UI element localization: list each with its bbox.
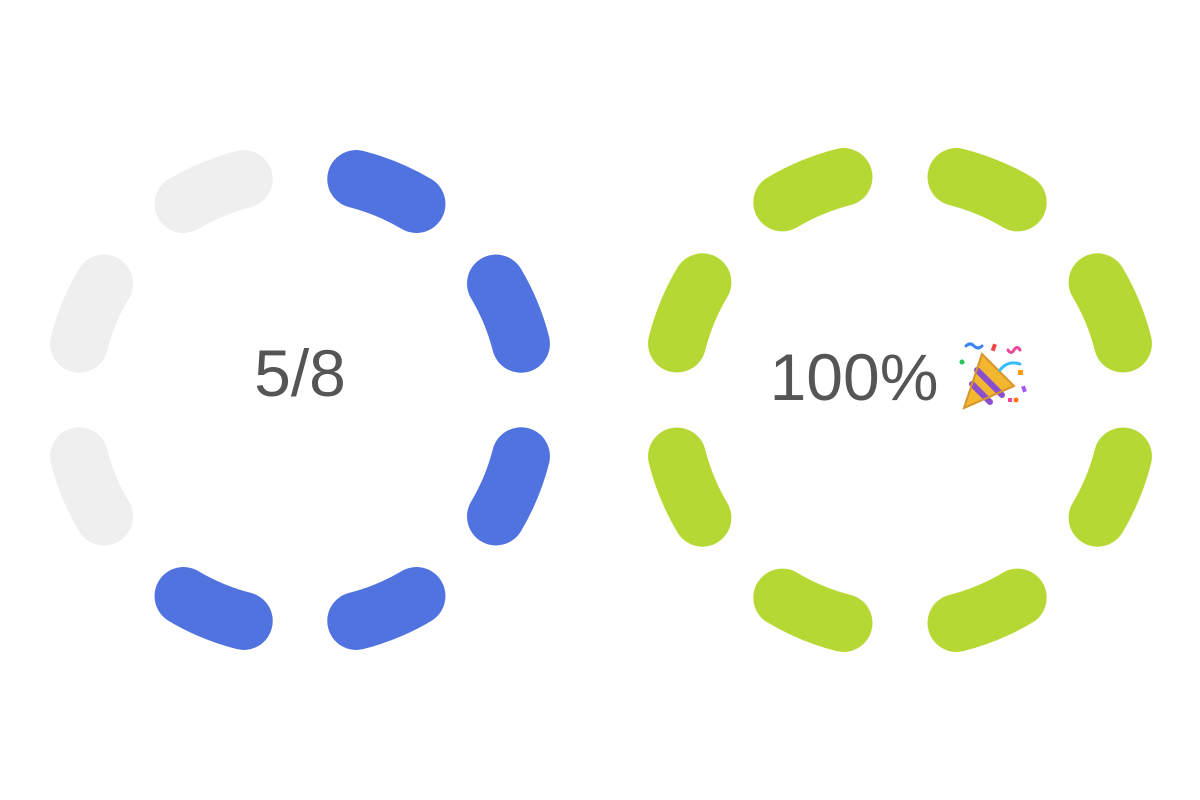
ring-complete-segment-6-filled [648,427,732,547]
ring-steps-segment-4-filled [327,567,446,650]
ring-complete-segment-4-filled [927,568,1047,652]
progress-ring-complete-label: 100% [769,340,939,414]
ring-complete-segment-3-filled [1068,427,1152,547]
ring-complete-segment-5-filled [753,568,873,652]
party-popper-icon [959,342,1028,410]
ring-complete-segment-7-filled [648,253,732,373]
ring-complete-segment-2-filled [1068,253,1152,373]
ring-steps-segment-5-filled [154,567,273,650]
ring-complete-segment-8-filled [753,148,873,232]
progress-ring-steps-label: 5/8 [254,336,346,410]
ring-steps-segment-1-filled [327,150,446,233]
ring-steps-segment-8-empty [154,150,273,233]
progress-ring-steps [50,150,550,650]
ring-steps-segment-2-filled [467,254,550,373]
ring-steps-segment-3-filled [467,427,550,546]
ring-steps-segment-6-empty [50,427,133,546]
ring-steps-segment-7-empty [50,254,133,373]
progress-ring-complete [648,148,1152,652]
ring-complete-segment-1-filled [927,148,1047,232]
